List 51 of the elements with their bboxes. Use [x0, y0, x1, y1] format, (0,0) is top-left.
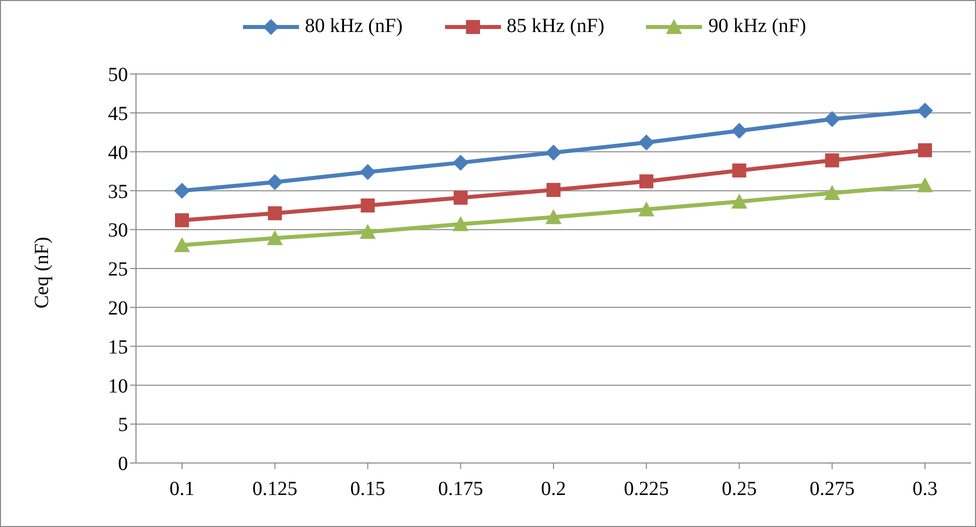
- point: [825, 153, 840, 168]
- point: [731, 122, 748, 139]
- y-tick-label: 50: [108, 64, 128, 86]
- point: [546, 209, 562, 224]
- y-tick-label: 20: [108, 298, 128, 320]
- x-tick-label: 0.125: [252, 478, 298, 500]
- x-tick-label: 0.15: [350, 478, 386, 500]
- y-tick-label: 5: [118, 414, 128, 436]
- x-tick-label: 0.3: [912, 478, 938, 500]
- point: [824, 111, 840, 128]
- point: [175, 213, 189, 228]
- legend-label: 90 kHz (nF): [708, 15, 806, 38]
- point: [174, 182, 190, 199]
- point: [639, 174, 654, 188]
- point: [452, 216, 469, 232]
- y-tick-label: 15: [108, 336, 128, 358]
- point: [266, 230, 283, 246]
- legend-label: 85 kHz (nF): [506, 15, 604, 38]
- point: [546, 144, 562, 161]
- point: [918, 143, 932, 158]
- x-tick-label: 0.25: [722, 478, 757, 500]
- x-tick-label: 0.1: [170, 478, 194, 500]
- x-tick-label: 0.175: [438, 478, 484, 500]
- y-axis-title: Ceq (nF): [31, 236, 54, 308]
- y-tick-label: 40: [108, 142, 128, 164]
- y-tick-label: 30: [108, 220, 128, 242]
- point: [360, 164, 376, 180]
- legend-label: 80 kHz (nF): [304, 15, 403, 38]
- point: [360, 198, 375, 212]
- y-tick-label: 0: [118, 453, 128, 476]
- x-tick-label: 0.225: [624, 478, 669, 500]
- point: [266, 174, 283, 190]
- point: [546, 182, 560, 197]
- y-tick-label: 45: [108, 103, 128, 125]
- x-tick-label: 0.2: [541, 478, 566, 500]
- point: [174, 237, 190, 252]
- y-tick-label: 10: [108, 375, 128, 398]
- point: [638, 134, 654, 150]
- point: [917, 102, 933, 119]
- point: [917, 177, 933, 192]
- x-tick-label: 0.275: [810, 478, 855, 500]
- point: [360, 224, 376, 239]
- point: [731, 194, 748, 209]
- point: [732, 163, 746, 178]
- point: [268, 206, 282, 220]
- point: [454, 190, 468, 205]
- point: [824, 185, 840, 200]
- point: [638, 201, 654, 216]
- y-tick-label: 25: [108, 258, 128, 281]
- point: [452, 154, 469, 171]
- y-tick-label: 35: [108, 180, 128, 203]
